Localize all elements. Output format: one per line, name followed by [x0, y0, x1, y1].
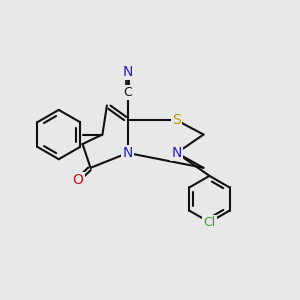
Text: N: N	[172, 146, 182, 160]
Text: N: N	[122, 146, 133, 160]
Text: C: C	[123, 86, 132, 99]
Text: Cl: Cl	[203, 216, 216, 229]
Text: N: N	[122, 65, 133, 79]
Text: S: S	[172, 113, 181, 127]
Text: O: O	[73, 173, 83, 187]
